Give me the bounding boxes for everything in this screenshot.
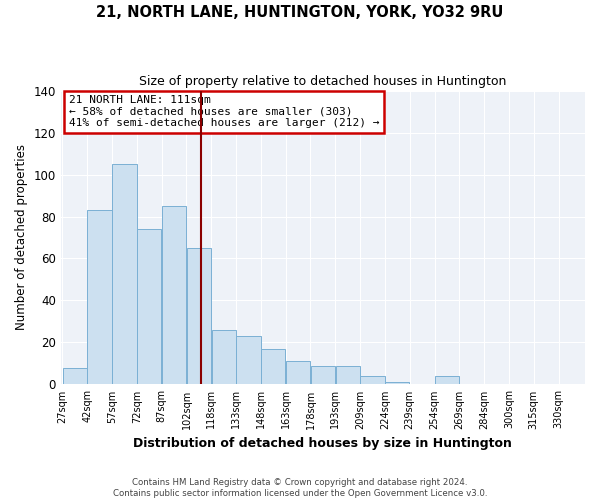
Bar bbox=[162, 206, 186, 384]
Bar bbox=[137, 229, 161, 384]
Text: 21, NORTH LANE, HUNTINGTON, YORK, YO32 9RU: 21, NORTH LANE, HUNTINGTON, YORK, YO32 9… bbox=[97, 5, 503, 20]
Title: Size of property relative to detached houses in Huntington: Size of property relative to detached ho… bbox=[139, 75, 506, 88]
Bar bbox=[435, 376, 459, 384]
Bar bbox=[385, 382, 409, 384]
Text: 21 NORTH LANE: 111sqm
← 58% of detached houses are smaller (303)
41% of semi-det: 21 NORTH LANE: 111sqm ← 58% of detached … bbox=[68, 95, 379, 128]
Text: Contains HM Land Registry data © Crown copyright and database right 2024.
Contai: Contains HM Land Registry data © Crown c… bbox=[113, 478, 487, 498]
Bar bbox=[112, 164, 137, 384]
Bar bbox=[335, 366, 360, 384]
Y-axis label: Number of detached properties: Number of detached properties bbox=[15, 144, 28, 330]
Bar bbox=[88, 210, 112, 384]
Bar bbox=[286, 362, 310, 384]
Bar bbox=[261, 348, 286, 384]
Bar bbox=[212, 330, 236, 384]
Bar bbox=[62, 368, 87, 384]
Bar bbox=[236, 336, 260, 384]
Bar bbox=[187, 248, 211, 384]
X-axis label: Distribution of detached houses by size in Huntington: Distribution of detached houses by size … bbox=[133, 437, 512, 450]
Bar bbox=[311, 366, 335, 384]
Bar bbox=[361, 376, 385, 384]
